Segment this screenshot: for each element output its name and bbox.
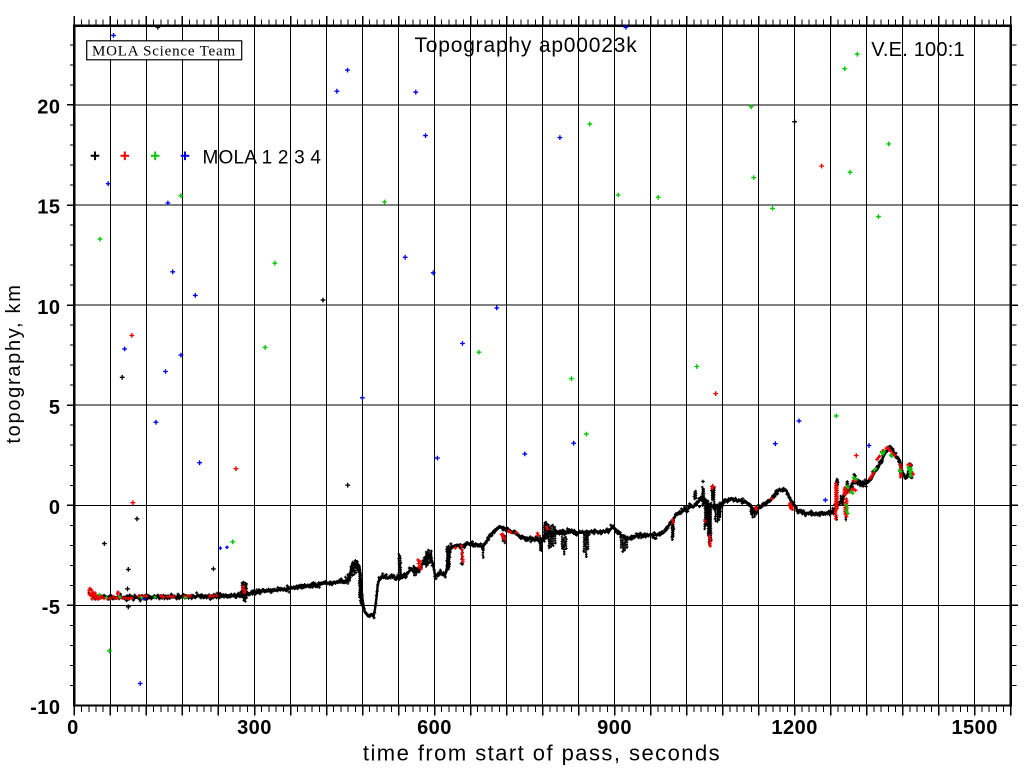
svg-text:20: 20 — [37, 97, 60, 119]
svg-text:Topography ap00023k: Topography ap00023k — [414, 34, 637, 57]
svg-text:-10: -10 — [30, 697, 60, 719]
svg-text:time from start of pass, secon: time from start of pass, seconds — [363, 741, 721, 766]
svg-text:600: 600 — [417, 717, 452, 739]
svg-text:5: 5 — [49, 397, 61, 419]
svg-text:V.E. 100:1: V.E. 100:1 — [871, 39, 965, 61]
svg-text:-5: -5 — [42, 597, 61, 619]
svg-text:900: 900 — [597, 717, 632, 739]
svg-text:1200: 1200 — [771, 717, 818, 739]
svg-text:topography, km: topography, km — [3, 283, 25, 443]
svg-text:MOLA 1 2 3 4: MOLA 1 2 3 4 — [203, 148, 322, 169]
svg-text:15: 15 — [37, 197, 60, 219]
svg-text:0: 0 — [49, 497, 61, 519]
svg-text:10: 10 — [37, 297, 60, 319]
svg-text:300: 300 — [237, 717, 272, 739]
svg-text:1500: 1500 — [951, 717, 998, 739]
svg-text:0: 0 — [67, 717, 79, 739]
svg-text:MOLA Science Team: MOLA Science Team — [92, 44, 236, 60]
